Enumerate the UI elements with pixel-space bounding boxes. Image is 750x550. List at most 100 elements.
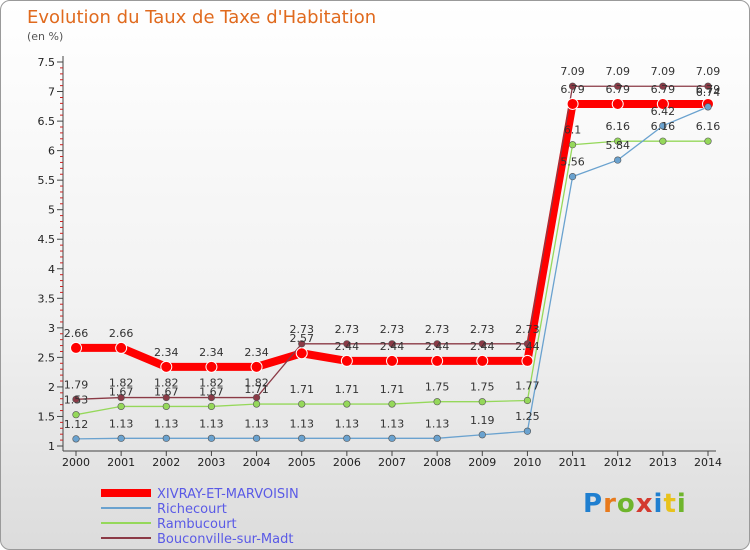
y-tick-label: 3 xyxy=(48,322,55,335)
data-point xyxy=(478,340,486,348)
data-label: 6.79 xyxy=(651,83,676,96)
data-label: 1.25 xyxy=(515,410,540,423)
data-label: 1.75 xyxy=(425,381,450,394)
data-label: 6.79 xyxy=(605,83,630,96)
data-point xyxy=(252,400,261,408)
data-label: 2.73 xyxy=(289,323,314,336)
data-point xyxy=(614,82,622,90)
data-label: 2.44 xyxy=(470,340,495,353)
y-tick-label: 2 xyxy=(48,381,55,394)
data-point xyxy=(659,82,667,90)
data-label: 1.13 xyxy=(335,417,360,430)
x-tick-label: 2005 xyxy=(288,456,316,469)
x-tick-label: 2003 xyxy=(197,456,225,469)
data-point xyxy=(568,173,577,181)
data-point xyxy=(72,435,80,443)
data-label: 2.44 xyxy=(335,340,360,353)
data-label: 1.71 xyxy=(244,383,269,396)
data-point xyxy=(207,402,216,411)
data-point xyxy=(117,402,125,411)
data-point xyxy=(70,341,82,354)
data-point xyxy=(523,427,532,435)
x-tick-label: 2002 xyxy=(152,456,180,469)
data-label: 2.44 xyxy=(515,340,540,353)
legend-label: Richecourt xyxy=(157,502,227,517)
data-label: 2.66 xyxy=(64,327,89,340)
data-label: 2.73 xyxy=(380,323,405,336)
logo-letter: i xyxy=(676,489,687,519)
data-label: 2.73 xyxy=(515,323,540,336)
chart-title: Evolution du Taux de Taxe d'Habitation xyxy=(27,7,377,28)
data-label: 1.71 xyxy=(380,383,405,396)
y-tick-label: 1 xyxy=(48,440,55,453)
data-label: 1.53 xyxy=(64,394,89,407)
legend-label: XIVRAY-ET-MARVOISIN xyxy=(157,487,299,502)
data-point xyxy=(343,340,351,348)
data-point xyxy=(523,396,532,405)
data-label: 6.42 xyxy=(651,105,676,118)
data-point xyxy=(340,354,353,367)
x-tick-label: 2000 xyxy=(62,456,90,469)
logo-letter: P xyxy=(583,489,604,519)
data-label: 2.34 xyxy=(199,346,224,359)
data-label: 6.1 xyxy=(564,124,582,137)
data-label: 1.19 xyxy=(470,414,495,427)
y-tick-label: 1.5 xyxy=(38,410,56,423)
data-label: 6.16 xyxy=(605,120,630,133)
data-label: 2.34 xyxy=(154,346,179,359)
y-tick-label: 3.5 xyxy=(38,292,56,305)
x-tick-label: 2013 xyxy=(649,456,677,469)
data-point xyxy=(568,82,577,90)
data-label: 6.16 xyxy=(651,120,676,133)
data-point xyxy=(433,434,441,442)
data-point xyxy=(656,97,669,110)
data-point xyxy=(388,340,396,348)
data-point xyxy=(523,340,532,348)
x-tick-label: 2004 xyxy=(243,456,271,469)
data-point xyxy=(704,103,712,111)
x-tick-label: 2014 xyxy=(694,456,722,469)
logo-letter: r xyxy=(603,489,617,519)
data-label: 1.13 xyxy=(380,417,405,430)
data-label: 1.13 xyxy=(289,417,314,430)
data-point xyxy=(431,354,444,367)
data-label: 2.73 xyxy=(335,323,360,336)
data-label: 1.77 xyxy=(515,380,540,393)
x-tick-label: 2007 xyxy=(378,456,406,469)
data-point xyxy=(252,393,261,402)
logo-letter: o xyxy=(616,489,636,519)
data-point xyxy=(659,137,667,145)
data-point xyxy=(298,340,306,348)
data-label: 1.13 xyxy=(425,417,450,430)
x-tick-label: 2009 xyxy=(468,456,496,469)
x-tick-label: 2008 xyxy=(423,456,451,469)
data-label: 1.13 xyxy=(154,417,179,430)
y-tick-label: 6.5 xyxy=(38,115,56,128)
y-tick-label: 5 xyxy=(48,204,55,217)
series-line xyxy=(75,140,708,416)
data-point xyxy=(568,141,577,149)
data-label: 2.34 xyxy=(244,346,269,359)
data-label: 1.13 xyxy=(244,417,269,430)
data-point xyxy=(343,400,351,408)
x-tick-label: 2011 xyxy=(559,456,587,469)
data-point xyxy=(386,354,398,367)
data-label: 1.67 xyxy=(109,385,134,398)
unit-label: (en %) xyxy=(27,30,64,43)
data-point xyxy=(433,340,441,348)
data-point xyxy=(476,354,489,367)
x-tick-label: 2012 xyxy=(604,456,632,469)
data-label: 6.74 xyxy=(696,86,721,99)
data-point xyxy=(162,393,170,402)
data-label: 6.16 xyxy=(696,120,721,133)
data-point xyxy=(250,360,263,373)
data-point xyxy=(433,398,441,406)
data-label: 1.82 xyxy=(244,377,269,390)
data-label: 7.09 xyxy=(651,65,676,78)
data-point xyxy=(704,137,712,145)
data-point xyxy=(207,434,216,442)
data-label: 2.44 xyxy=(380,340,405,353)
data-point xyxy=(611,97,624,110)
